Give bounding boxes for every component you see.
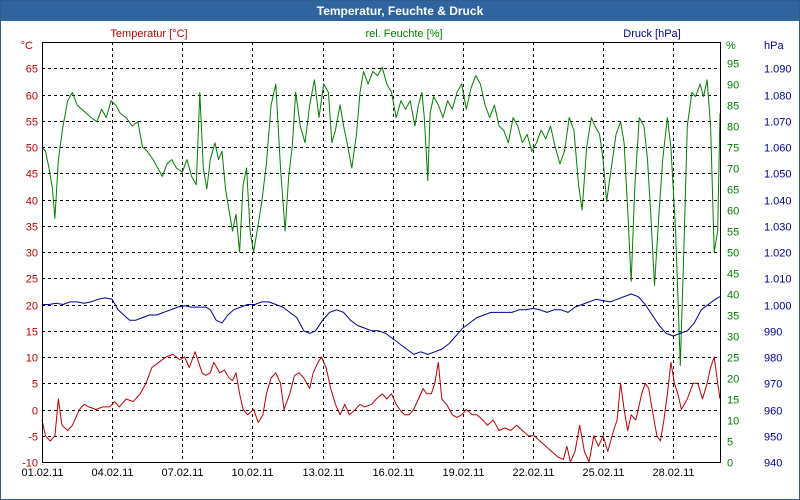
right1-axis-unit: % — [726, 40, 736, 52]
x-tick-label: 10.02.11 — [231, 467, 273, 479]
chart-area: -10 -5 0 5 10 15 20 25 30 35 40 45 50 55 60 65 0 5 10 15 20 2… — [21, 28, 792, 480]
x-tick-label: 13.02.11 — [302, 467, 344, 479]
right1-tick-label: 70 — [727, 164, 739, 176]
right2-tick-label: 980 — [764, 353, 782, 365]
humidity-line — [41, 66, 721, 366]
left-tick-label: 40 — [26, 196, 38, 208]
right1-tick-label: 80 — [727, 122, 739, 134]
right1-tick-label: 15 — [727, 395, 739, 407]
right2-tick-label: 1.070 — [764, 117, 792, 129]
left-tick-label: 35 — [26, 222, 38, 234]
chart-grid — [42, 42, 720, 462]
right1-tick-label: 35 — [727, 311, 739, 323]
left-tick-label: 30 — [26, 248, 38, 260]
plot-lines — [41, 66, 721, 463]
left-axis-unit: °C — [21, 40, 33, 52]
right2-tick-label: 1.020 — [764, 248, 792, 260]
left-tick-label: 55 — [26, 117, 38, 129]
left-tick-label: 65 — [26, 64, 38, 76]
left-tick-label: 0 — [32, 406, 38, 418]
left-tick-label: -5 — [28, 432, 38, 444]
right2-tick-label: 960 — [764, 406, 782, 418]
x-tick-label: 19.02.11 — [442, 467, 484, 479]
right1-tick-label: 10 — [727, 416, 739, 428]
right2-tick-label: 1.030 — [764, 222, 792, 234]
right1-tick-label: 30 — [727, 332, 739, 344]
right2-tick-label: 970 — [764, 379, 782, 391]
left-tick-label: 10 — [26, 353, 38, 365]
right1-tick-label: 90 — [727, 80, 739, 92]
plot-frame — [42, 42, 721, 463]
left-tick-label: 45 — [26, 169, 38, 181]
left-tick-label: 25 — [26, 274, 38, 286]
x-tick-label: 04.02.11 — [91, 467, 133, 479]
right2-tick-label: 1.080 — [764, 91, 792, 103]
right2-tick-label: 1.040 — [764, 196, 792, 208]
right1-tick-label: 65 — [727, 185, 739, 197]
x-tick-label: 07.02.11 — [161, 467, 203, 479]
right1-tick-label: 75 — [727, 143, 739, 155]
legend-humidity: rel. Feuchte [%] — [365, 28, 442, 40]
pressure-line — [42, 293, 721, 355]
right2-tick-label: 940 — [764, 458, 782, 470]
legend-pressure: Druck [hPa] — [623, 28, 680, 40]
x-tick-label: 25.02.11 — [582, 467, 624, 479]
x-tick-label: 16.02.11 — [372, 467, 414, 479]
right1-tick-label: 40 — [727, 290, 739, 302]
right1-tick-label: 60 — [727, 206, 739, 218]
x-tick-label: 28.02.11 — [652, 467, 694, 479]
chart-axes: -10 -5 0 5 10 15 20 25 30 35 40 45 50 55 60 65 0 5 10 15 20 2… — [21, 59, 791, 480]
left-tick-label: 50 — [26, 143, 38, 155]
left-tick-label: 5 — [32, 379, 38, 391]
left-tick-label: 20 — [26, 301, 38, 313]
right1-tick-label: 85 — [727, 101, 739, 113]
right2-tick-label: 1.060 — [764, 143, 792, 155]
right2-tick-label: 990 — [764, 327, 782, 339]
right1-tick-label: 95 — [727, 59, 739, 71]
x-tick-label: 22.02.11 — [512, 467, 554, 479]
right1-tick-label: 50 — [727, 248, 739, 260]
right2-tick-label: 1.050 — [764, 169, 792, 181]
x-tick-label: 01.02.11 — [21, 467, 63, 479]
right2-tick-label: 1.090 — [764, 64, 792, 76]
right1-tick-label: 0 — [727, 458, 733, 470]
left-tick-label: 15 — [26, 327, 38, 339]
left-tick-label: 60 — [26, 91, 38, 103]
right1-tick-label: 5 — [727, 437, 733, 449]
right1-tick-label: 55 — [727, 227, 739, 239]
right2-axis-unit: hPa — [764, 40, 784, 52]
right2-tick-label: 950 — [764, 432, 782, 444]
right1-tick-label: 20 — [727, 374, 739, 386]
right1-tick-label: 25 — [727, 353, 739, 365]
temperature-line — [41, 351, 721, 463]
left-tick-label: -10 — [22, 458, 38, 470]
right2-tick-label: 1.010 — [764, 274, 792, 286]
legend-temperature: Temperatur [°C] — [110, 28, 187, 40]
right1-tick-label: 45 — [727, 269, 739, 281]
window-title: Temperatur, Feuchte & Druck — [1, 1, 799, 21]
right2-tick-label: 1.000 — [764, 301, 792, 313]
